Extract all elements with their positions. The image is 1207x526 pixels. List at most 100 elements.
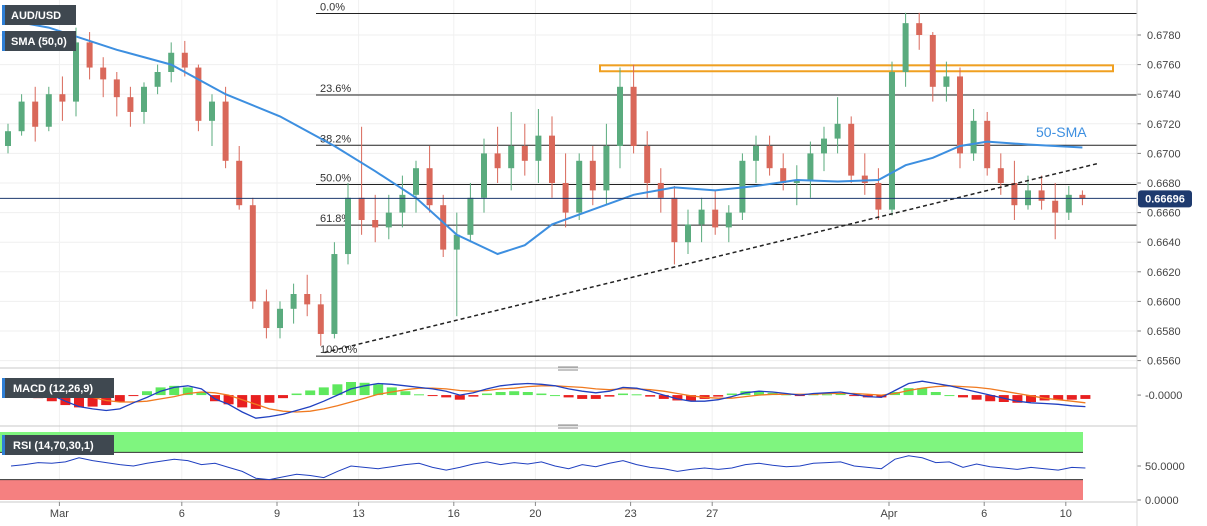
candle-body-4 (59, 94, 66, 102)
macd-bar-44 (604, 395, 615, 397)
resistance-zone-rect (599, 64, 1114, 73)
candle-body-60 (821, 138, 827, 154)
candle-body-50 (685, 224, 691, 243)
macd-bar-37 (509, 391, 520, 396)
macd-bar-74 (1012, 395, 1023, 403)
price-axis: 0.6780 0.6760 0.6740 0.6720 0.6700 0.6680 0.66… (1137, 30, 1181, 368)
rsi-oversold-zone (0, 479, 1083, 500)
y-tick-label-5: 0.6680 (1147, 178, 1181, 190)
macd-bar-12 (169, 385, 180, 396)
macd-bar-38 (522, 392, 533, 396)
candle-body-6 (86, 42, 93, 68)
candle-body-77 (1052, 200, 1059, 213)
panel-resize-handle-1[interactable] (558, 366, 578, 371)
candle-body-40 (549, 135, 555, 183)
x-tick-label-7: 27 (706, 508, 718, 520)
candle-body-62 (848, 123, 855, 176)
candle-body-22 (304, 294, 311, 305)
macd-bar-60 (822, 394, 832, 396)
macd-bar-70 (958, 395, 968, 398)
x-tick-label-4: 16 (448, 508, 460, 520)
candle-body-10 (141, 86, 147, 112)
macd-bar-39 (536, 393, 547, 396)
macd-bar-19 (264, 395, 275, 403)
macd-bar-52 (713, 395, 724, 397)
candle-body-72 (984, 120, 991, 169)
candle-body-18 (249, 205, 256, 302)
candle-body-29 (399, 194, 406, 213)
rsi-zones (0, 432, 1083, 500)
x-tick-label-2: 9 (274, 508, 280, 520)
macd-signal-line (11, 385, 1086, 413)
candle-body-41 (562, 183, 569, 213)
x-tick-label-10: 10 (1060, 508, 1072, 520)
macd-bar-3 (46, 395, 57, 402)
macd-bar-69 (944, 395, 955, 397)
candle-body-37 (508, 146, 515, 169)
macd-bar-71 (971, 395, 982, 400)
macd-bar-6 (87, 395, 98, 407)
macd-bar-45 (618, 393, 628, 396)
rsi-tick-label-1: 0.0000 (1145, 495, 1179, 507)
y-tick-label-9: 0.6600 (1147, 296, 1181, 308)
macd-bar-26 (359, 382, 370, 396)
macd-tick-label-0: -0.0000 (1145, 390, 1182, 402)
macd-bar-49 (672, 395, 683, 401)
y-tick-label-2: 0.6740 (1147, 89, 1181, 101)
sma-50-line (7, 19, 1083, 256)
macd-label-accent (2, 378, 5, 398)
macd-bar-48 (658, 395, 669, 399)
candle-body-73 (997, 168, 1004, 183)
candle-body-49 (671, 197, 678, 243)
candle-body-79 (1079, 194, 1086, 199)
candle-body-23 (317, 304, 324, 334)
macd-bar-13 (182, 387, 193, 396)
macd-bar-43 (590, 395, 601, 399)
macd-bar-50 (686, 395, 696, 401)
resistance-zone (599, 64, 1114, 73)
fib-label-3: 50.0% (320, 172, 351, 184)
candle-body-26 (358, 197, 365, 220)
candle-body-13 (181, 52, 188, 68)
candle-body-76 (1038, 190, 1045, 201)
macd-bar-28 (386, 387, 397, 396)
price-grid (0, 0, 1137, 502)
rsi-line (10, 455, 1086, 481)
candle-body-45 (617, 86, 623, 146)
candle-body-56 (766, 146, 773, 169)
candle-body-59 (807, 153, 814, 181)
candle-body-53 (725, 212, 732, 228)
candle-body-71 (970, 120, 977, 154)
y-tick-label-8: 0.6620 (1147, 267, 1181, 279)
macd-bar-29 (400, 391, 411, 396)
price-panel: 0.0%23.6%38.2%50.0%61.8%100.0% 0.67800.6… (0, 0, 1192, 502)
candle-body-69 (943, 76, 950, 87)
fib-label-4: 61.8% (320, 213, 351, 225)
macd-bar-8 (114, 395, 125, 402)
macd-bar-68 (930, 392, 941, 396)
x-axis: Mar 6 9 13 16 20 23 27 Apr 6 10 (50, 502, 1072, 520)
panel-resize-handle-2[interactable] (558, 424, 578, 429)
candle-body-44 (603, 146, 610, 191)
candle-body-3 (45, 94, 52, 127)
candle-body-47 (644, 146, 651, 183)
macd-bar-31 (427, 395, 438, 397)
candle-body-21 (290, 294, 297, 309)
candle-body-16 (222, 101, 229, 161)
y-tick-label-0: 0.6780 (1147, 30, 1181, 42)
y-tick-label-10: 0.6580 (1147, 326, 1181, 338)
macd-label-bg (2, 378, 114, 398)
macd-bar-75 (1026, 395, 1036, 402)
x-tick-label-6: 23 (624, 508, 636, 520)
candle-body-61 (834, 123, 841, 139)
y-tick-label-3: 0.6720 (1147, 119, 1181, 131)
macd-bar-47 (645, 395, 656, 397)
macd-bar-27 (373, 384, 384, 396)
candle-body-17 (236, 160, 243, 206)
candle-body-15 (209, 101, 215, 121)
fib-label-0: 0.0% (320, 2, 345, 14)
candle-body-12 (168, 52, 175, 72)
macd-bar-66 (903, 388, 914, 396)
candle-body-57 (780, 168, 787, 183)
